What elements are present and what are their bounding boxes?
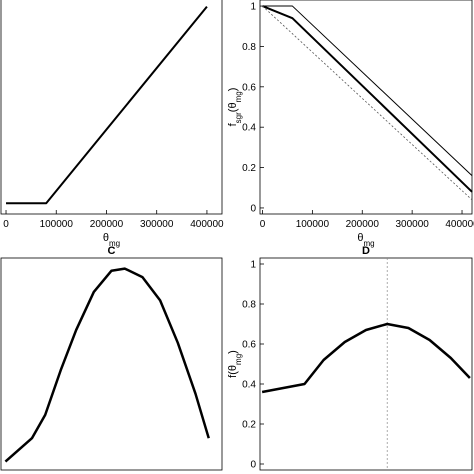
plot-frame — [259, 0, 473, 215]
y-tick-label: 0.4 — [242, 380, 256, 391]
panel: 0 100000 200000 300000 400000 0 0.2 0.4 0.6 0.8 1 — [242, 0, 474, 230]
label-part: mg — [234, 91, 243, 102]
label-part: (θ — [227, 102, 239, 112]
series-line — [262, 5, 473, 201]
x-tick-label: 0 — [260, 219, 266, 230]
label-part: mg — [109, 239, 120, 248]
label-part: mg — [234, 354, 243, 365]
label-part: mg — [364, 239, 375, 248]
y-tick-label: 0.8 — [242, 42, 256, 53]
panel: 0 100000 200000 300000 400000 — [0, 0, 224, 230]
label-part: sgr — [234, 112, 243, 123]
y-tick-label: 0.4 — [242, 123, 256, 134]
y-tick-label: 0 — [250, 460, 256, 471]
x-tick-label: 400000 — [190, 219, 224, 230]
series-line — [261, 322, 471, 394]
series-line — [6, 6, 208, 205]
x-tick-label: 200000 — [346, 219, 380, 230]
label-part: θ — [357, 232, 363, 244]
axis-label: θmg — [103, 232, 120, 248]
x-tick-label: 100000 — [296, 219, 330, 230]
y-tick-label: 0.6 — [242, 82, 256, 93]
x-tick-label: 400000 — [445, 219, 474, 230]
y-tick-label: 0.2 — [242, 163, 256, 174]
panel-title: C — [108, 245, 116, 257]
panel-title: D — [362, 245, 370, 257]
x-tick-label: 300000 — [395, 219, 429, 230]
axis-label: fsgr(θmg) — [227, 88, 243, 127]
x-tick-label: 200000 — [90, 219, 124, 230]
y-tick-label: 0 — [250, 203, 256, 214]
y-tick-label: 1 — [250, 2, 256, 13]
y-tick-label: 1 — [250, 260, 256, 271]
series-line — [262, 5, 473, 193]
label-part: θ — [103, 232, 109, 244]
label-part: f — [227, 122, 239, 126]
panel: 0 0.2 0.4 0.6 0.8 1 D — [242, 245, 473, 471]
y-tick-label: 0.2 — [242, 420, 256, 431]
y-tick-label: 0.8 — [242, 300, 256, 311]
x-tick-label: 0 — [3, 219, 9, 230]
axis-label: θmg — [357, 232, 374, 248]
x-tick-label: 300000 — [140, 219, 174, 230]
panel: C — [0, 245, 223, 471]
label-part: f(θ — [227, 365, 239, 378]
label-part: ) — [227, 350, 239, 354]
plot-frame — [0, 0, 223, 215]
y-tick-label: 0.6 — [242, 340, 256, 351]
plot-frame — [0, 257, 223, 471]
axis-label: f(θmg) — [227, 350, 243, 378]
label-part: ) — [227, 88, 239, 92]
x-tick-label: 100000 — [40, 219, 74, 230]
series-line — [4, 267, 210, 463]
series-line — [262, 5, 473, 177]
plot-frame — [259, 257, 473, 471]
